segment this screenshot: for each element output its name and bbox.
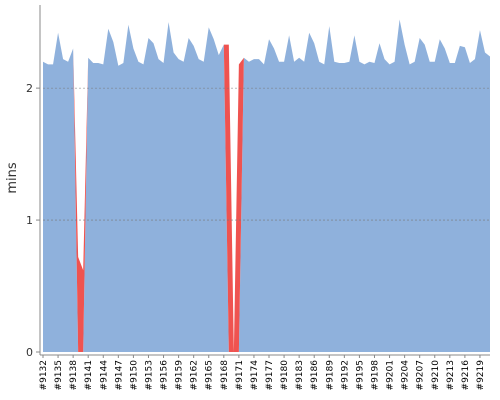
x-tick-label: #9213 xyxy=(446,360,456,390)
area xyxy=(43,19,490,353)
x-tick-label: #9138 xyxy=(69,360,79,391)
x-tick-label: #9141 xyxy=(84,360,94,390)
x-tick-label: #9183 xyxy=(295,360,305,390)
x-tick-label: #9174 xyxy=(250,360,260,391)
y-tick-label: 2 xyxy=(26,82,33,95)
x-tick-label: #9204 xyxy=(401,360,411,391)
x-tick-label: #9168 xyxy=(220,360,230,391)
x-tick-label: #9186 xyxy=(310,360,320,391)
x-tick-label: #9189 xyxy=(325,360,335,391)
x-tick-label: #9159 xyxy=(175,360,185,391)
x-tick-label: #9156 xyxy=(160,360,170,391)
x-tick-label: #9219 xyxy=(476,360,486,391)
x-tick-label: #9144 xyxy=(99,360,109,391)
x-tick-label: #9153 xyxy=(144,360,154,390)
x-tick-label: #9180 xyxy=(280,360,290,391)
x-tick-label: #9207 xyxy=(416,360,426,390)
x-tick-label: #9195 xyxy=(355,360,365,390)
x-tick-label: #9132 xyxy=(39,360,49,390)
x-tick-label: #9192 xyxy=(340,360,350,390)
x-tick-label: #9171 xyxy=(235,360,245,390)
x-tick-label: #9135 xyxy=(54,360,64,390)
x-tick-label: #9210 xyxy=(431,360,441,391)
x-tick-label: #9198 xyxy=(370,360,380,391)
y-tick-label: 1 xyxy=(26,214,33,227)
x-tick-label: #9201 xyxy=(386,360,396,390)
y-tick-label: 0 xyxy=(26,346,33,359)
x-tick-label: #9150 xyxy=(129,360,139,391)
x-tick-label: #9147 xyxy=(114,360,124,390)
x-tick-label: #9165 xyxy=(205,360,215,390)
x-tick-label: #9177 xyxy=(265,360,275,390)
y-axis-label: mins xyxy=(5,162,20,194)
x-tick-label: #9216 xyxy=(461,360,471,391)
x-tick-label: #9162 xyxy=(190,360,200,390)
